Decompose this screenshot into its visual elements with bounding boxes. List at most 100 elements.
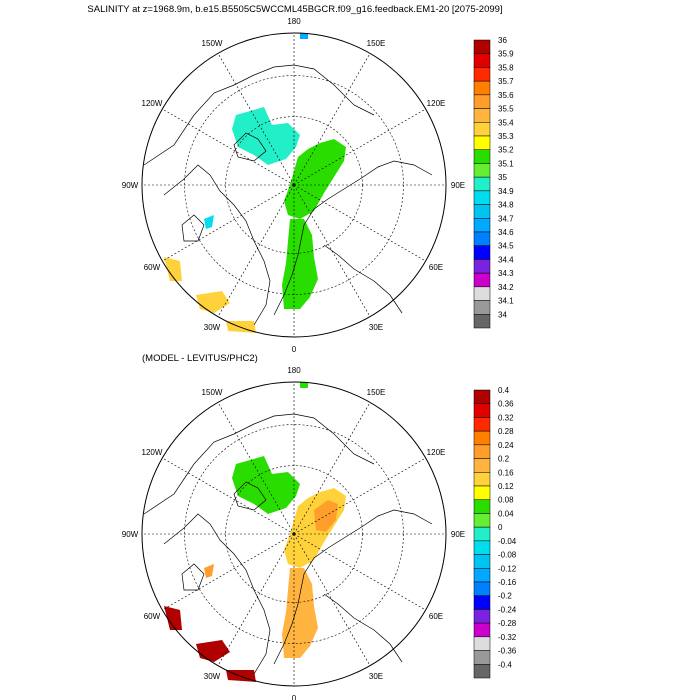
difference-title: (MODEL - LEVITUS/PHC2) [142, 353, 258, 364]
coastline [323, 244, 403, 314]
colorbar-label: 34.5 [498, 242, 514, 251]
colorbar-swatch [473, 472, 491, 487]
colorbar-label: -0.2 [498, 592, 512, 601]
colorbar-label: 0.28 [498, 427, 514, 436]
longitude-label: 60E [429, 612, 443, 621]
colorbar-swatch [473, 403, 491, 418]
meridian-line [162, 533, 295, 611]
coastline [163, 513, 271, 675]
coastline [273, 509, 433, 665]
colorbar-swatch [473, 458, 491, 473]
colorbar-label: 0.4 [498, 386, 510, 395]
colorbar-swatch [473, 444, 491, 459]
colorbar-swatch [473, 609, 491, 624]
colorbar-label: 35 [498, 173, 507, 182]
colorbar-label: 35.4 [498, 118, 514, 127]
colorbar-swatch [473, 664, 491, 679]
longitude-label: 180 [287, 17, 301, 26]
region-greenland-sea [282, 219, 318, 309]
longitude-label: 90W [122, 181, 139, 190]
colorbar-swatch [473, 499, 491, 514]
colorbar-swatch [473, 176, 491, 192]
meridian-line [293, 53, 371, 186]
colorbar-swatch [473, 122, 491, 137]
longitude-label: 60W [144, 612, 161, 621]
colorbar-label: -0.32 [498, 633, 517, 642]
region-eurasian-basin [284, 139, 346, 219]
colorbar-swatch [473, 272, 491, 288]
colorbar-label: 0.16 [498, 468, 514, 477]
colorbar-label: 34.2 [498, 283, 514, 292]
colorbar-swatch [473, 581, 491, 596]
region-baffin-bay [204, 215, 214, 229]
colorbar-label: -0.4 [498, 660, 512, 669]
longitude-label: 60W [144, 263, 161, 272]
longitude-label: 90W [122, 530, 139, 539]
colorbar-label: 34.1 [498, 297, 514, 306]
colorbar-swatch [473, 650, 491, 665]
meridian-line [162, 108, 295, 186]
meridian-line [293, 533, 426, 611]
colorbar-swatch [473, 80, 491, 96]
colorbar-label: 34.6 [498, 228, 514, 237]
coastline [143, 64, 375, 166]
region-baffin-bay [204, 564, 214, 578]
meridian-line [162, 184, 295, 262]
colorbar-label: 34 [498, 310, 507, 319]
region-irminger-sea [196, 640, 230, 662]
colorbar-label: 35.8 [498, 63, 514, 72]
colorbar-swatch [473, 485, 491, 500]
colorbar-label: 35.7 [498, 77, 514, 86]
longitude-label: 150W [202, 388, 223, 397]
colorbar-swatch [473, 389, 491, 404]
colorbar-label: 34.7 [498, 214, 514, 223]
colorbar-label: -0.24 [498, 605, 517, 614]
coastline [273, 160, 433, 316]
colorbar-label: 35.5 [498, 105, 514, 114]
longitude-label: 120E [427, 448, 446, 457]
longitude-label: 30W [204, 672, 221, 681]
colorbar-swatch [473, 540, 491, 555]
coastline [143, 413, 375, 515]
coastline [181, 214, 205, 242]
longitude-label: 0 [292, 694, 297, 700]
meridian-line [293, 184, 426, 262]
difference-panel: 180 150E 120E 90E 60E 30E 0 30W 60W 90W 120W 150W [122, 366, 465, 700]
colorbar-label: 0 [498, 523, 503, 532]
colorbar-swatch [473, 67, 491, 82]
colorbar-swatch [473, 39, 491, 54]
region-bering-strait [300, 33, 308, 39]
colorbar-label: 0.36 [498, 400, 514, 409]
longitude-label: 0 [292, 345, 297, 354]
region-nansen-basin-core [314, 500, 338, 532]
colorbar-label: 34.4 [498, 255, 514, 264]
colorbar-label: 0.04 [498, 509, 514, 518]
longitude-label: 150W [202, 39, 223, 48]
map-border [141, 381, 447, 687]
colorbar-swatch [473, 526, 491, 542]
colorbar-swatch [473, 94, 491, 109]
colorbar-swatch [473, 554, 491, 569]
colorbar-swatch [473, 218, 491, 233]
colorbar-swatch [473, 53, 491, 68]
colorbar-label: 34.8 [498, 201, 514, 210]
colorbar-swatch [473, 568, 491, 583]
meridian-line [293, 457, 426, 535]
colorbar-swatch [473, 513, 491, 528]
longitude-label: 150E [367, 39, 386, 48]
region-labrador-sea [164, 606, 182, 630]
coastline [163, 164, 271, 326]
colorbar-swatch [473, 314, 491, 329]
region-irminger-sea [196, 291, 230, 313]
colorbar-swatch [473, 417, 491, 432]
colorbar-swatch [473, 259, 491, 274]
colorbar-label: 35.2 [498, 146, 514, 155]
longitude-label: 90E [451, 530, 465, 539]
meridian-line [217, 184, 295, 317]
colorbar-label: 36 [498, 36, 507, 45]
colorbar-swatch [473, 108, 491, 123]
coastline [233, 481, 267, 511]
longitude-label: 60E [429, 263, 443, 272]
coastline [233, 132, 267, 162]
